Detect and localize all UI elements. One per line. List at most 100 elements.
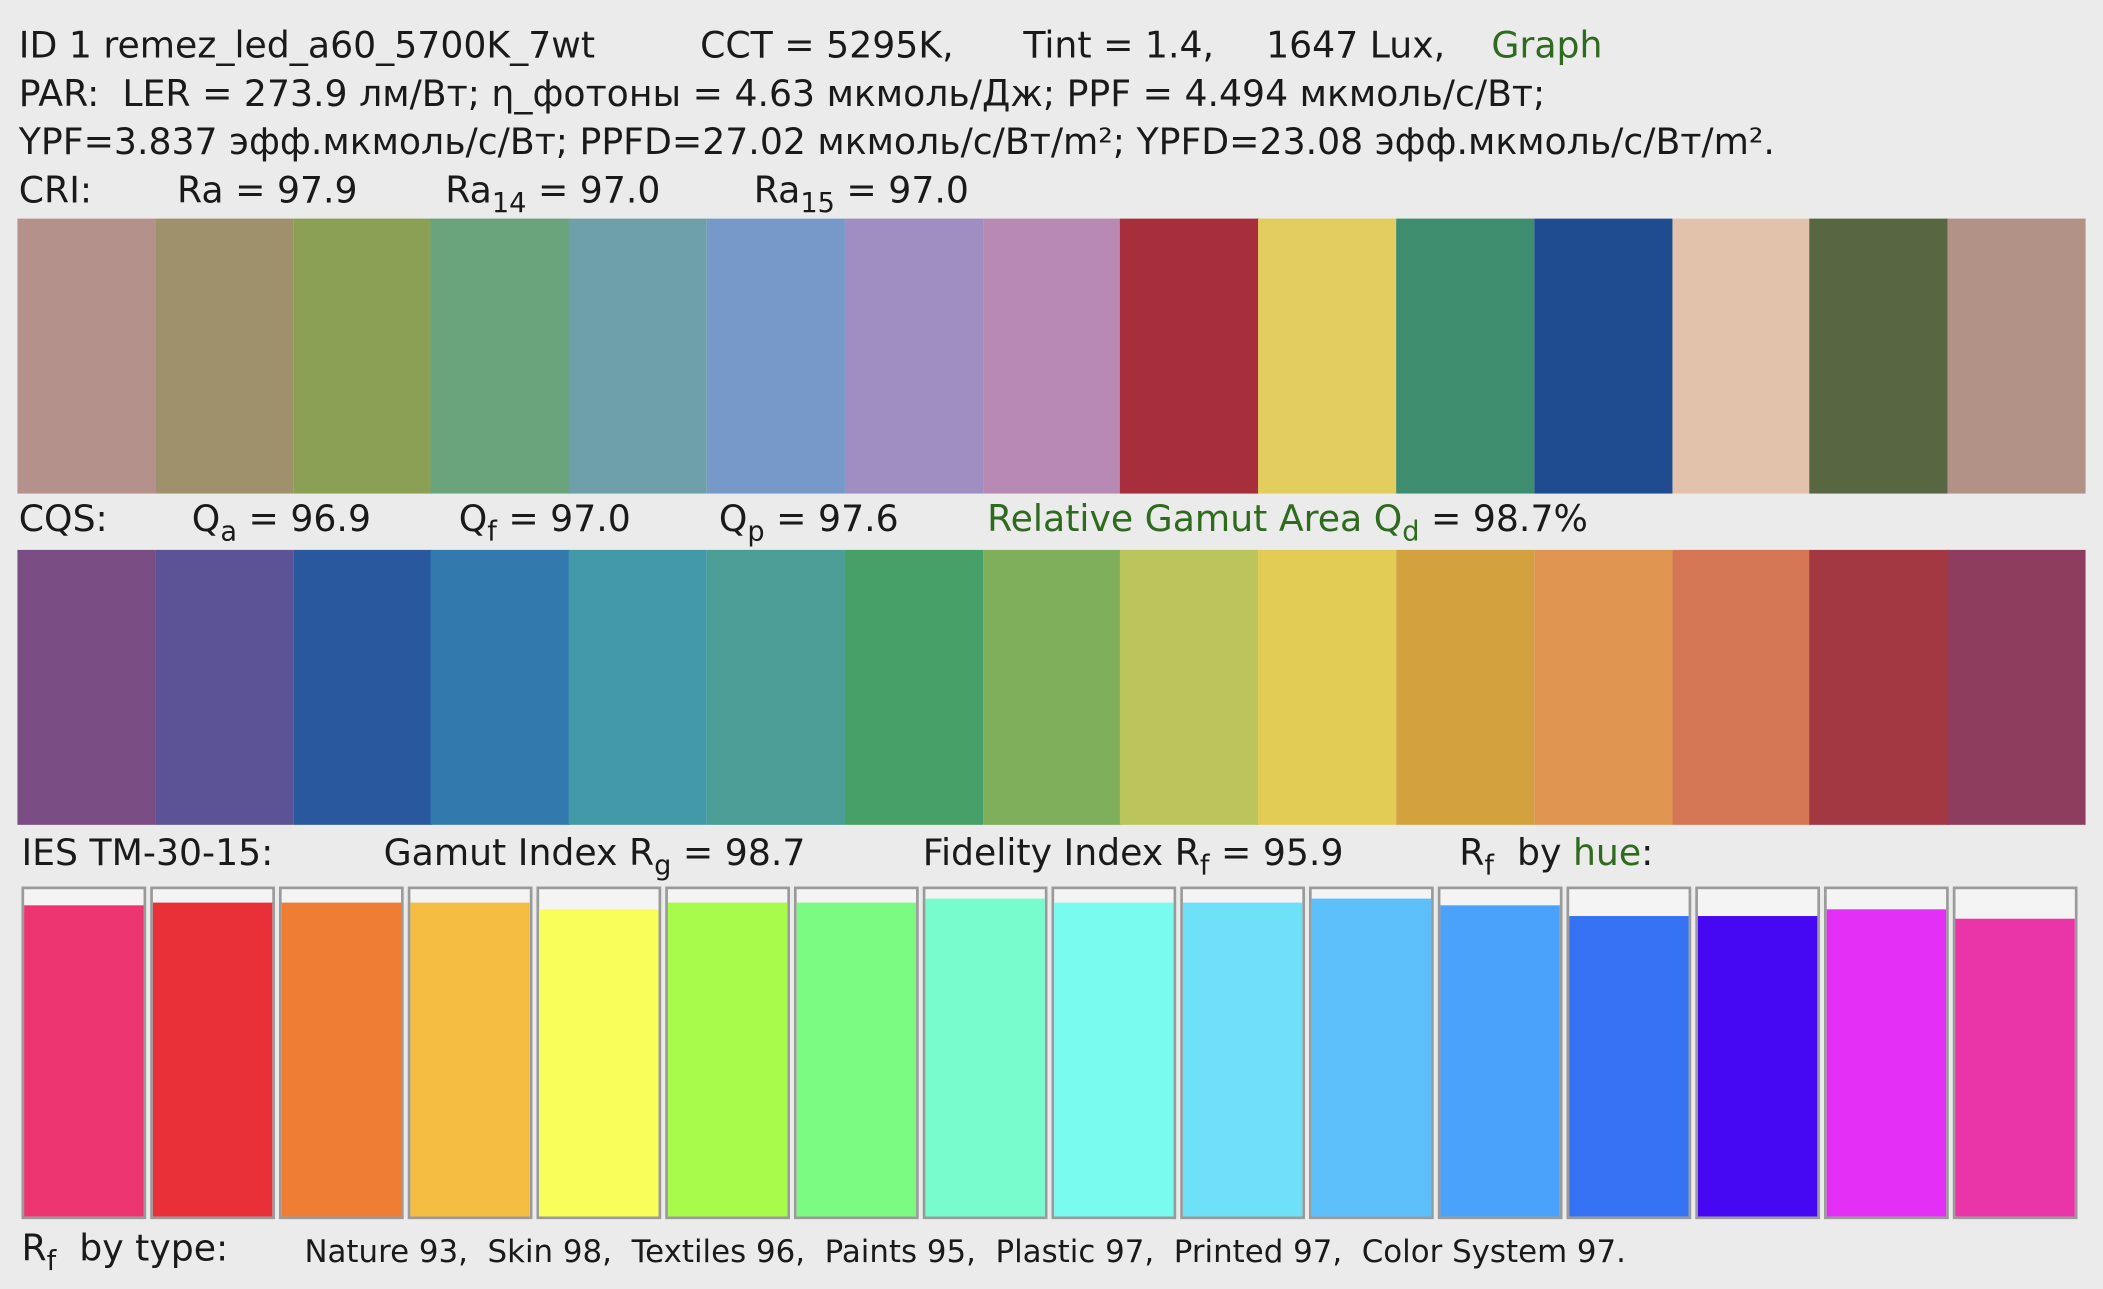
value: = 97.0 bbox=[537, 170, 661, 212]
hue-bar bbox=[1569, 916, 1689, 1217]
hue-bar bbox=[1182, 902, 1303, 1217]
swatch bbox=[1534, 218, 1673, 494]
swatch bbox=[844, 218, 984, 494]
hue-bar-frame bbox=[1695, 886, 1821, 1220]
hue-bar-frame bbox=[793, 886, 919, 1220]
tm30-label: IES TM-30-15: bbox=[21, 832, 274, 875]
hue-bar-frame bbox=[150, 886, 275, 1220]
hue-bar bbox=[925, 898, 1045, 1217]
graph-link[interactable]: Graph bbox=[1491, 25, 1603, 68]
hue-bar bbox=[1054, 902, 1174, 1217]
lux: 1647 Lux, bbox=[1266, 25, 1446, 68]
swatch bbox=[982, 218, 1122, 494]
par-line: PAR: LER = 273.9 лм/Вт; η_фотоны = 4.63 … bbox=[18, 73, 1546, 116]
cqs-label: CQS: bbox=[18, 498, 108, 541]
swatch bbox=[982, 549, 1122, 825]
value: = 97.0 bbox=[508, 498, 631, 541]
tint: Tint = 1.4, bbox=[1023, 25, 1215, 68]
hue-bar-frame bbox=[1437, 886, 1563, 1220]
symbol: Relative Gamut Area Q bbox=[987, 498, 1403, 541]
hue-bar bbox=[1826, 909, 1947, 1217]
cqs-gamut: Relative Gamut Area Qd = 98.7% bbox=[987, 498, 1588, 545]
lamp-id: ID 1 remez_led_a60_5700K_7wt bbox=[18, 25, 596, 68]
swatch bbox=[1809, 218, 1949, 494]
swatch bbox=[1396, 549, 1535, 825]
rf-type-values: Nature 93, Skin 98, Textiles 96, Paints … bbox=[304, 1235, 1626, 1271]
hue-bar-frame bbox=[1309, 886, 1434, 1220]
swatch bbox=[706, 549, 846, 825]
swatch bbox=[568, 218, 708, 494]
swatch bbox=[1671, 549, 1811, 825]
swatch bbox=[17, 218, 156, 494]
swatch bbox=[17, 549, 156, 825]
cri-ra14: Ra14 = 97.0 bbox=[445, 170, 661, 216]
hue-bar bbox=[152, 902, 273, 1217]
hue-bar bbox=[1440, 905, 1560, 1217]
swatch bbox=[568, 549, 708, 825]
swatch bbox=[155, 549, 294, 825]
colon: : bbox=[1641, 832, 1654, 875]
swatch bbox=[1671, 218, 1811, 494]
value: = 97.6 bbox=[776, 498, 899, 541]
subscript: p bbox=[747, 515, 765, 548]
swatch bbox=[706, 218, 846, 494]
cri-ra15: Ra15 = 97.0 bbox=[754, 170, 969, 216]
hue-bar-frame bbox=[1952, 886, 2078, 1220]
hue-bar-frame bbox=[1180, 886, 1305, 1220]
swatch bbox=[1258, 549, 1397, 825]
subscript: 14 bbox=[491, 186, 527, 219]
subscript: f bbox=[1199, 849, 1210, 882]
hue-bar bbox=[281, 902, 402, 1217]
subscript: f bbox=[46, 1244, 57, 1277]
value: = 98.7% bbox=[1430, 498, 1588, 541]
value: = 97.0 bbox=[846, 170, 969, 212]
swatch bbox=[1947, 549, 2087, 825]
hue-bar-frame bbox=[922, 886, 1048, 1220]
swatch bbox=[1947, 218, 2087, 494]
subscript: f bbox=[1484, 849, 1494, 882]
hue-bar-frame bbox=[21, 886, 147, 1220]
swatch bbox=[293, 218, 432, 494]
symbol: R bbox=[21, 1228, 47, 1271]
swatch bbox=[155, 218, 294, 494]
hue-bar bbox=[1955, 918, 2075, 1217]
hue-bar-frame bbox=[1051, 886, 1177, 1220]
hue-bar-frame bbox=[665, 886, 790, 1220]
swatch bbox=[1809, 549, 1949, 825]
hue-bar-frame bbox=[536, 886, 662, 1220]
cqs-qa: Qa = 96.9 bbox=[192, 499, 371, 545]
tm30-by-hue: Rf by hue: bbox=[1459, 832, 1654, 879]
hue-bar bbox=[796, 902, 917, 1217]
symbol: Fidelity Index R bbox=[922, 832, 1200, 875]
hue-bar-frame bbox=[407, 886, 533, 1220]
hue-bar-frame bbox=[1566, 886, 1692, 1220]
swatch bbox=[1258, 218, 1397, 494]
text: by bbox=[1517, 832, 1562, 875]
cqs-qf: Qf = 97.0 bbox=[458, 498, 631, 545]
tm30-rg: Gamut Index Rg = 98.7 bbox=[384, 833, 806, 879]
hue-bar-frame bbox=[1824, 886, 1949, 1220]
subscript: a bbox=[220, 515, 237, 548]
swatch bbox=[1396, 218, 1535, 494]
cri-ra: Ra = 97.9 bbox=[177, 170, 358, 212]
hue-bar bbox=[667, 902, 788, 1217]
hue-bar-frame bbox=[278, 886, 404, 1220]
hue-link[interactable]: hue bbox=[1572, 832, 1642, 875]
symbol: Q bbox=[718, 498, 748, 541]
value: = 95.9 bbox=[1220, 832, 1344, 875]
swatch bbox=[1534, 549, 1673, 825]
swatch bbox=[293, 549, 432, 825]
symbol: Q bbox=[458, 498, 488, 541]
swatch bbox=[1120, 549, 1259, 825]
hue-bar bbox=[1311, 898, 1432, 1217]
symbol: Ra bbox=[445, 170, 492, 212]
hue-bar bbox=[410, 902, 530, 1217]
subscript: f bbox=[487, 515, 497, 548]
cri-label: CRI: bbox=[18, 170, 93, 212]
swatch bbox=[431, 218, 570, 494]
rf-type-symbol: Rf by type: bbox=[21, 1228, 228, 1275]
swatch bbox=[431, 549, 570, 825]
symbol: R bbox=[1459, 832, 1485, 875]
tm30-rf: Fidelity Index Rf = 95.9 bbox=[922, 832, 1344, 879]
